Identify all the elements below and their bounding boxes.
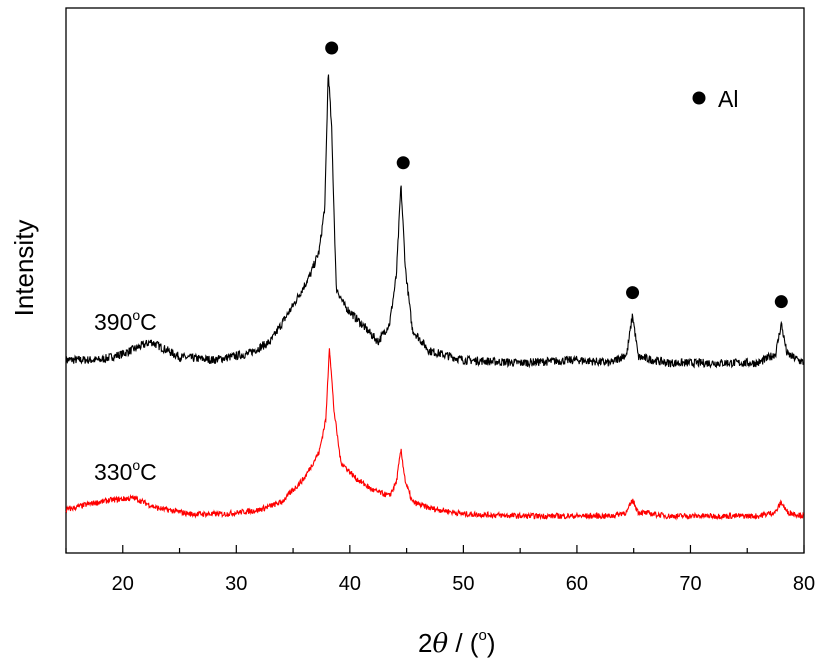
series-label-390: 390oC <box>94 307 157 335</box>
x-axis-title-middle: / ( <box>448 628 479 658</box>
series-label-330-number: 330 <box>94 459 132 485</box>
peak-marker-al <box>396 156 410 170</box>
x-axis-tick-labels: 20 30 40 50 60 70 80 <box>112 573 815 595</box>
series-label-390-degree: o <box>132 307 140 323</box>
legend-label-al: Al <box>718 86 738 112</box>
x-axis-ticks <box>65 545 805 553</box>
x-axis-title-theta: θ <box>432 629 448 659</box>
x-tick-label: 70 <box>679 573 701 595</box>
series-label-390-unit: C <box>140 309 157 335</box>
x-tick-label: 20 <box>112 573 134 595</box>
x-tick-label: 80 <box>793 573 815 595</box>
plot-frame <box>65 7 805 554</box>
series-group <box>65 74 805 521</box>
x-tick-label: 60 <box>566 573 588 595</box>
legend: Al <box>692 86 738 112</box>
x-tick-label: 50 <box>452 573 474 595</box>
series-label-330-degree: o <box>132 457 140 473</box>
peak-marker-al <box>325 41 339 55</box>
legend-marker-al <box>692 91 706 105</box>
x-axis-title-degree: o <box>478 627 486 644</box>
series-line-390 <box>65 74 805 369</box>
series-label-330-unit: C <box>140 459 157 485</box>
peak-markers <box>325 41 788 309</box>
x-tick-label: 30 <box>225 573 247 595</box>
peak-marker-al <box>774 295 788 309</box>
series-label-330: 330oC <box>94 457 157 485</box>
x-axis-title: 2θ / (o) <box>418 627 495 659</box>
peak-marker-al <box>626 286 640 300</box>
series-label-390-number: 390 <box>94 309 132 335</box>
x-axis-title-prefix: 2 <box>418 628 432 658</box>
x-axis-title-close: ) <box>487 628 496 658</box>
x-tick-label: 40 <box>339 573 361 595</box>
series-line-330 <box>65 348 804 521</box>
y-axis-title: Intensity <box>9 220 39 317</box>
